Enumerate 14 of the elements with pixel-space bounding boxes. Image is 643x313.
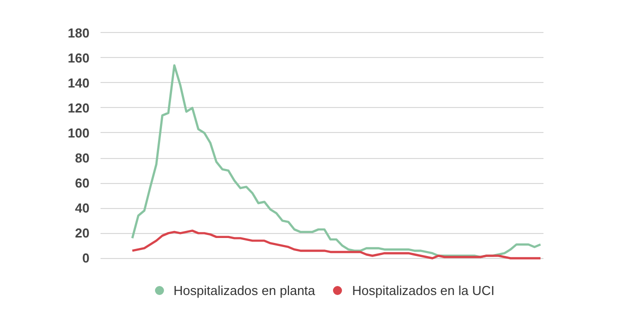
y-tick-label: 180 (68, 25, 90, 40)
legend-label: Hospitalizados en planta (173, 282, 316, 298)
y-tick-label: 0 (82, 250, 90, 266)
y-tick-label: 100 (68, 125, 90, 140)
y-tick-label: 140 (68, 75, 90, 90)
y-tick-label: 160 (68, 50, 90, 66)
y-tick-label: 40 (75, 200, 90, 216)
line-series (131, 64, 542, 258)
y-tick-label: 60 (75, 176, 90, 191)
y-tick-label: 120 (68, 100, 90, 116)
y-tick-label: 80 (75, 150, 90, 166)
legend-label: Hospitalizados en la UCI (352, 282, 495, 298)
line-series (131, 230, 542, 260)
y-tick-label: 20 (75, 226, 90, 241)
